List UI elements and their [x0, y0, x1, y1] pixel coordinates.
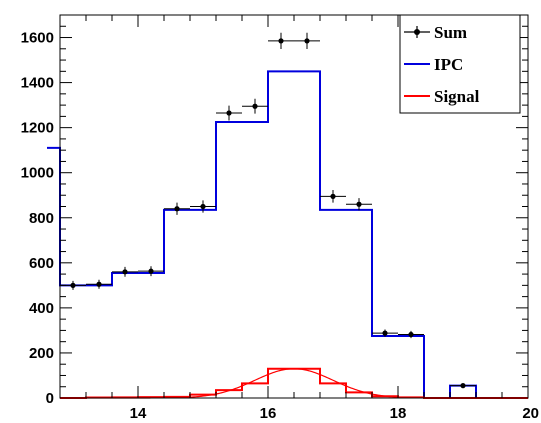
sum-point: [164, 203, 190, 215]
sum-point-marker: [200, 204, 205, 209]
sum-point-marker: [460, 383, 465, 388]
sum-point-marker: [174, 206, 179, 211]
sum-point-marker: [408, 332, 413, 337]
sum-point: [346, 198, 372, 210]
sum-point: [450, 383, 476, 388]
y-tick-label: 1200: [21, 120, 54, 137]
x-tick-label: 16: [260, 405, 277, 422]
sum-point-marker: [382, 331, 387, 336]
sum-point: [138, 266, 164, 276]
legend-label-sum: Sum: [434, 23, 467, 42]
y-tick-label: 1000: [21, 165, 54, 182]
y-tick-label: 200: [29, 345, 54, 362]
sum-point-marker: [356, 202, 361, 207]
legend-label-ipc: IPC: [434, 55, 463, 74]
sum-point-marker: [330, 194, 335, 199]
y-tick-label: 0: [46, 390, 54, 407]
sum-point-marker: [148, 269, 153, 274]
sum-point: [112, 267, 138, 277]
sum-marker-icon: [414, 29, 420, 35]
sum-point: [242, 99, 268, 114]
x-tick-label: 20: [522, 405, 539, 422]
sum-point-marker: [122, 269, 127, 274]
sum-point: [294, 33, 320, 49]
ipc-histogram: [47, 71, 528, 398]
sum-point-marker: [252, 104, 257, 109]
y-tick-label: 1400: [21, 75, 54, 92]
legend-label-signal: Signal: [434, 87, 480, 106]
sum-point: [268, 33, 294, 49]
x-tick-label: 14: [130, 405, 147, 422]
y-tick-label: 600: [29, 255, 54, 272]
sum-point: [216, 106, 242, 121]
x-tick-label: 18: [390, 405, 407, 422]
sum-point-marker: [70, 283, 75, 288]
sum-point-marker: [278, 38, 283, 43]
y-tick-label: 800: [29, 210, 54, 227]
sum-point-marker: [96, 282, 101, 287]
y-tick-label: 1600: [21, 30, 54, 47]
sum-point: [86, 280, 112, 289]
y-tick-label: 400: [29, 300, 54, 317]
legend: Sum IPC Signal: [400, 15, 520, 113]
sum-point-marker: [304, 38, 309, 43]
sum-point: [320, 190, 346, 203]
sum-point-marker: [226, 110, 231, 115]
